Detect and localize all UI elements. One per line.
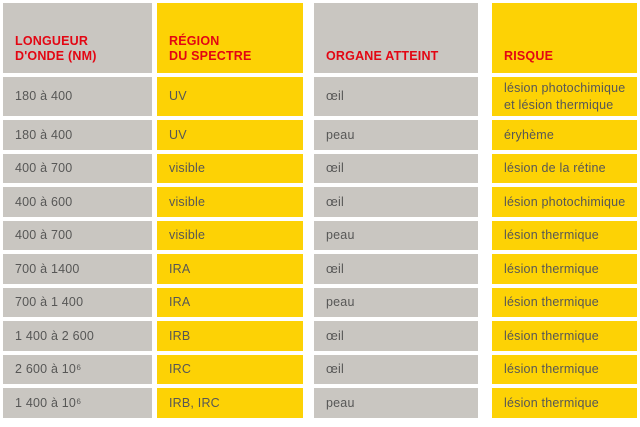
- cell-organe-atteint: œil: [314, 77, 478, 116]
- cell-risque: lésion de la rétine: [492, 153, 637, 183]
- cell-region-spectre: UV: [157, 77, 303, 116]
- cell-longueur-onde: 1 400 à 2 600: [3, 321, 152, 351]
- cell-organe-atteint: peau: [314, 388, 478, 418]
- table-row: 1 400 à 2 600 IRB œil lésion thermique: [3, 321, 640, 351]
- cell-region-spectre: IRC: [157, 354, 303, 384]
- cell-longueur-onde: 180 à 400: [3, 120, 152, 150]
- cell-longueur-onde: 400 à 700: [3, 220, 152, 250]
- header-organe-atteint: ORGANE ATTEINT: [314, 3, 478, 73]
- header-risque: RISQUE: [492, 3, 637, 73]
- cell-longueur-onde: 700 à 1400: [3, 254, 152, 284]
- cell-region-spectre: visible: [157, 153, 303, 183]
- cell-longueur-onde: 1 400 à 10⁶: [3, 388, 152, 418]
- cell-longueur-onde: 2 600 à 10⁶: [3, 354, 152, 384]
- cell-longueur-onde: 700 à 1 400: [3, 287, 152, 317]
- cell-risque: lésion thermique: [492, 254, 637, 284]
- cell-organe-atteint: œil: [314, 321, 478, 351]
- table-row: 700 à 1 400 IRA peau lésion thermique: [3, 287, 640, 317]
- header-region-spectre: RÉGION DU SPECTRE: [157, 3, 303, 73]
- cell-organe-atteint: œil: [314, 254, 478, 284]
- cell-region-spectre: IRB, IRC: [157, 388, 303, 418]
- cell-risque: lésion photochimique: [492, 187, 637, 217]
- cell-risque: lésion thermique: [492, 388, 637, 418]
- cell-region-spectre: IRA: [157, 287, 303, 317]
- cell-region-spectre: visible: [157, 187, 303, 217]
- table-row: 700 à 1400 IRA œil lésion thermique: [3, 254, 640, 284]
- header-longueur-onde: LONGUEUR D'ONDE (nm): [3, 3, 152, 73]
- table-row: 400 à 700 visible œil lésion de la rétin…: [3, 153, 640, 183]
- table-row: 400 à 700 visible peau lésion thermique: [3, 220, 640, 250]
- cell-organe-atteint: peau: [314, 287, 478, 317]
- cell-longueur-onde: 400 à 700: [3, 153, 152, 183]
- cell-organe-atteint: peau: [314, 220, 478, 250]
- table-row: 400 à 600 visible œil lésion photochimiq…: [3, 187, 640, 217]
- table-row: 180 à 400 UV œil lésion photochimique et…: [3, 77, 640, 116]
- cell-organe-atteint: œil: [314, 354, 478, 384]
- cell-region-spectre: visible: [157, 220, 303, 250]
- table-header-row: LONGUEUR D'ONDE (nm) RÉGION DU SPECTRE O…: [3, 3, 640, 73]
- cell-risque: lésion photochimique et lésion thermique: [492, 77, 637, 116]
- exposure-risk-table: LONGUEUR D'ONDE (nm) RÉGION DU SPECTRE O…: [3, 3, 640, 418]
- cell-organe-atteint: peau: [314, 120, 478, 150]
- cell-organe-atteint: œil: [314, 153, 478, 183]
- table-row: 2 600 à 10⁶ IRC œil lésion thermique: [3, 354, 640, 384]
- cell-risque: lésion thermique: [492, 220, 637, 250]
- cell-risque: lésion thermique: [492, 354, 637, 384]
- table-row: 180 à 400 UV peau éryhème: [3, 120, 640, 150]
- cell-region-spectre: UV: [157, 120, 303, 150]
- table-row: 1 400 à 10⁶ IRB, IRC peau lésion thermiq…: [3, 388, 640, 418]
- cell-organe-atteint: œil: [314, 187, 478, 217]
- cell-risque: éryhème: [492, 120, 637, 150]
- cell-longueur-onde: 400 à 600: [3, 187, 152, 217]
- cell-region-spectre: IRB: [157, 321, 303, 351]
- cell-risque: lésion thermique: [492, 321, 637, 351]
- cell-longueur-onde: 180 à 400: [3, 77, 152, 116]
- cell-region-spectre: IRA: [157, 254, 303, 284]
- cell-risque: lésion thermique: [492, 287, 637, 317]
